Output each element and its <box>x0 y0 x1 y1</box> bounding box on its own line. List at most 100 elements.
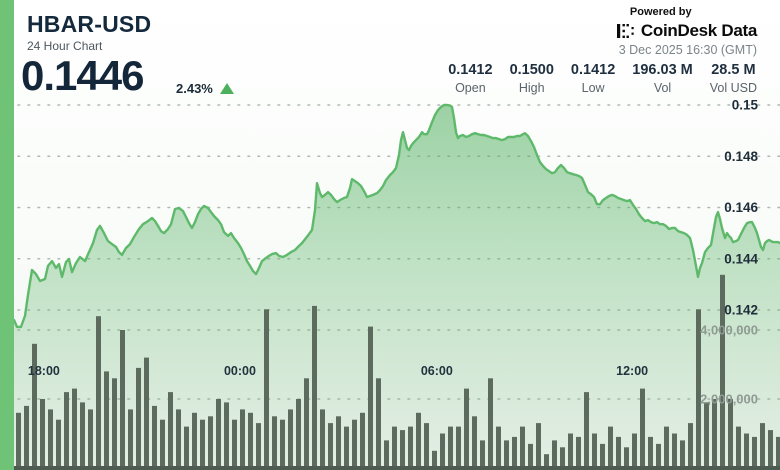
volume-bar <box>128 409 133 470</box>
volume-bar <box>120 330 125 470</box>
price-axis-label: 0.15 <box>732 98 759 113</box>
volume-bar <box>88 409 93 470</box>
volume-bar <box>64 392 69 470</box>
volume-bar <box>296 399 301 470</box>
stat-volume-label: Vol <box>653 81 672 95</box>
volume-bar <box>760 423 765 470</box>
volume-axis-label: 4,000,000 <box>700 323 758 338</box>
volume-bar <box>584 392 589 470</box>
volume-bar <box>440 433 445 470</box>
current-price: 0.1446 <box>21 52 144 99</box>
time-axis-label: 00:00 <box>224 364 256 378</box>
volume-bar <box>632 433 637 470</box>
up-arrow-icon <box>219 83 234 94</box>
axis-labels: 0.15 0.148 0.146 0.144 0.142 4,000,000 2,000,0… <box>28 98 759 407</box>
volume-bar <box>224 402 229 470</box>
volume-bar <box>480 440 485 470</box>
volume-bar <box>192 412 197 470</box>
volume-bar <box>512 436 517 470</box>
volume-bar <box>16 412 21 470</box>
price-axis-label: 0.142 <box>724 303 758 318</box>
volume-bar <box>456 426 461 470</box>
volume-bar <box>704 402 709 470</box>
volume-bar <box>352 419 357 470</box>
volume-bar <box>48 409 53 470</box>
volume-bar <box>672 433 677 470</box>
stat-volume-value: 196.03 M <box>632 62 693 78</box>
volume-bar <box>464 388 469 470</box>
volume-bar <box>272 416 277 470</box>
volume-bar <box>376 378 381 470</box>
volume-bar <box>304 378 309 470</box>
volume-bar <box>616 436 621 470</box>
volume-bar <box>384 440 389 470</box>
volume-bar <box>472 416 477 470</box>
volume-bar <box>408 426 413 470</box>
stat-low-value: 0.1412 <box>570 62 616 78</box>
volume-bar <box>496 426 501 470</box>
volume-bar <box>232 419 237 470</box>
volume-bar <box>648 436 653 470</box>
stat-volume-usd-value: 28.5 M <box>711 62 756 78</box>
volume-bar <box>168 392 173 470</box>
volume-bar <box>320 409 325 470</box>
volume-bar <box>448 426 453 470</box>
volume-bar <box>776 436 780 470</box>
volume-bar <box>136 367 141 470</box>
volume-bar <box>720 274 725 470</box>
volume-bar <box>96 316 101 470</box>
stat-volume-usd: 28.5 M Vol USD <box>710 62 757 95</box>
volume-bar <box>712 399 717 470</box>
volume-bar <box>544 454 549 470</box>
stat-open-label: Open <box>455 81 486 95</box>
powered-by-label: Powered by <box>629 6 692 18</box>
volume-bar <box>264 309 269 470</box>
volume-bar <box>680 440 685 470</box>
volume-bar <box>256 423 261 470</box>
chart-timestamp: 3 Dec 2025 16:30 (GMT) <box>618 43 757 57</box>
stat-high: 0.1500 High <box>510 62 554 95</box>
volume-bar <box>176 409 181 470</box>
price-change: 2.43% <box>176 81 234 96</box>
volume-bars <box>14 274 780 470</box>
volume-bar <box>640 388 645 470</box>
volume-bar <box>488 378 493 470</box>
volume-bar <box>696 309 701 470</box>
volume-bar <box>312 305 317 470</box>
volume-bar <box>624 447 629 470</box>
volume-bar <box>424 423 429 470</box>
volume-bar <box>24 405 29 470</box>
time-axis-label: 06:00 <box>421 364 453 378</box>
volume-bar <box>392 426 397 470</box>
volume-bar <box>656 443 661 470</box>
volume-bar <box>112 378 117 470</box>
volume-bar <box>560 447 565 470</box>
volume-bar <box>80 402 85 470</box>
volume-bar <box>288 409 293 470</box>
volume-bar <box>248 412 253 470</box>
price-area-fill <box>14 105 780 470</box>
volume-bar <box>184 426 189 470</box>
coindesk-logo[interactable]: CoinDesk Data <box>616 21 757 41</box>
volume-bar <box>504 440 509 470</box>
coindesk-logo-icon <box>616 24 634 38</box>
volume-bar <box>240 409 245 470</box>
volume-bar <box>400 430 405 470</box>
volume-bar <box>280 419 285 470</box>
chart-period-subtitle: 24 Hour Chart <box>27 39 103 53</box>
volume-bar <box>144 357 149 470</box>
volume-bar <box>576 436 581 470</box>
time-axis-label: 18:00 <box>28 364 60 378</box>
stat-open: 0.1412 Open <box>448 62 492 95</box>
volume-bar <box>216 399 221 470</box>
volume-bar <box>520 426 525 470</box>
volume-axis-label: 2,000,000 <box>700 392 758 407</box>
volume-bar <box>160 419 165 470</box>
stat-volume-usd-label: Vol USD <box>709 81 757 95</box>
volume-bar <box>608 426 613 470</box>
volume-bar <box>592 433 597 470</box>
volume-bar <box>752 436 757 470</box>
stat-high-label: High <box>518 81 545 95</box>
